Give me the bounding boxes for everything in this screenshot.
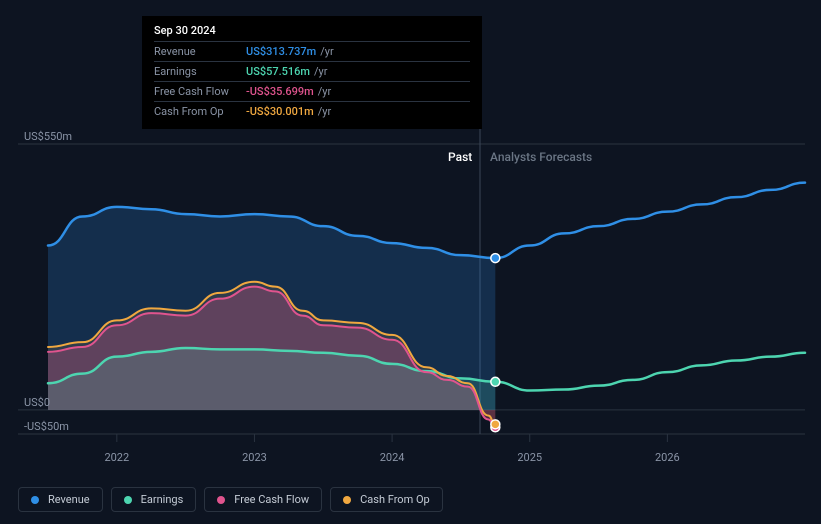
tooltip-row: Free Cash Flow-US$35.699m/yr [154, 81, 470, 101]
legend-label: Earnings [141, 493, 184, 506]
y-tick-label: US$0 [24, 396, 50, 409]
legend-item-revenue[interactable]: Revenue [18, 487, 103, 512]
tooltip-row: EarningsUS$57.516m/yr [154, 61, 470, 81]
past-section-label: Past [448, 150, 472, 164]
tooltip-row: Cash From Op-US$30.001m/yr [154, 101, 470, 121]
legend-dot-icon [217, 496, 225, 504]
tooltip-metric: Free Cash Flow [154, 85, 246, 98]
financial-chart: US$550mUS$0-US$50m 20222023202420252026 … [0, 0, 821, 524]
legend-item-cfo[interactable]: Cash From Op [330, 487, 443, 512]
legend-label: Free Cash Flow [234, 493, 309, 506]
forecast-section-label: Analysts Forecasts [490, 150, 592, 164]
y-tick-label: US$550m [24, 130, 72, 143]
tooltip-value: -US$30.001m [246, 105, 314, 118]
tooltip-metric: Revenue [154, 45, 246, 58]
tooltip-metric: Cash From Op [154, 105, 246, 118]
chart-tooltip: Sep 30 2024 RevenueUS$313.737m/yrEarning… [142, 16, 482, 129]
x-tick-label: 2026 [655, 451, 680, 464]
legend-item-fcf[interactable]: Free Cash Flow [204, 487, 322, 512]
legend-label: Cash From Op [360, 493, 430, 506]
x-tick-label: 2023 [242, 451, 267, 464]
tooltip-row: RevenueUS$313.737m/yr [154, 41, 470, 61]
tooltip-date: Sep 30 2024 [154, 24, 470, 37]
x-tick-label: 2025 [517, 451, 542, 464]
legend-dot-icon [31, 496, 39, 504]
tooltip-unit: /yr [314, 65, 327, 78]
legend-dot-icon [124, 496, 132, 504]
tooltip-value: US$57.516m [246, 65, 310, 78]
tooltip-metric: Earnings [154, 65, 246, 78]
legend-label: Revenue [48, 493, 90, 506]
x-tick-label: 2024 [380, 451, 405, 464]
tooltip-value: -US$35.699m [246, 85, 314, 98]
chart-legend: Revenue Earnings Free Cash Flow Cash From O… [18, 487, 443, 512]
legend-item-earnings[interactable]: Earnings [111, 487, 197, 512]
x-tick-label: 2022 [104, 451, 129, 464]
tooltip-value: US$313.737m [246, 45, 316, 58]
y-tick-label: -US$50m [24, 420, 69, 433]
tooltip-unit: /yr [318, 85, 331, 98]
tooltip-unit: /yr [320, 45, 333, 58]
tooltip-unit: /yr [318, 105, 331, 118]
legend-dot-icon [343, 496, 351, 504]
